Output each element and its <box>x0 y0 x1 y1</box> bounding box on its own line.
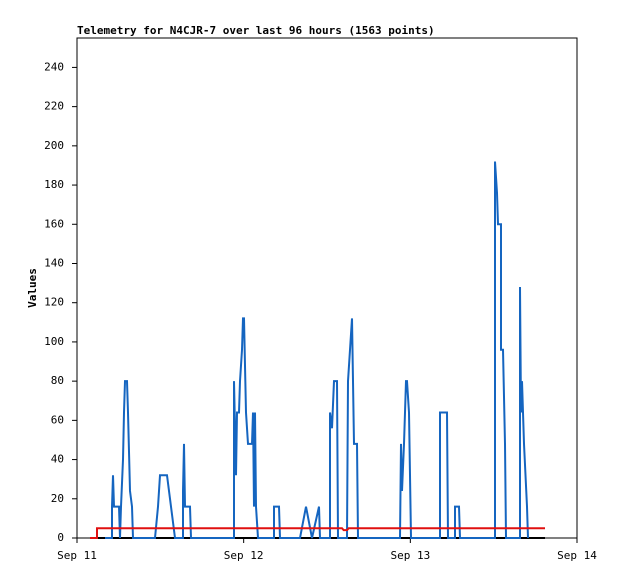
y-tick-label: 220 <box>44 100 64 113</box>
y-tick-label: 200 <box>44 139 64 152</box>
y-tick-label: 120 <box>44 296 64 309</box>
x-tick-label: Sep 11 <box>57 549 97 562</box>
y-tick-label: 60 <box>51 413 64 426</box>
y-tick-label: 160 <box>44 217 64 230</box>
y-tick-label: 140 <box>44 256 64 269</box>
series-line <box>90 527 545 539</box>
chart-title: Telemetry for N4CJR-7 over last 96 hours… <box>77 24 435 37</box>
y-tick-label: 180 <box>44 178 64 191</box>
y-tick-label: 0 <box>57 531 64 544</box>
y-tick-label: 80 <box>51 374 64 387</box>
series-line <box>105 161 529 539</box>
x-tick-label: Sep 12 <box>224 549 264 562</box>
y-tick-label: 40 <box>51 453 64 466</box>
y-axis-label: Values <box>26 268 39 308</box>
y-tick-label: 20 <box>51 492 64 505</box>
x-tick-label: Sep 14 <box>557 549 597 562</box>
y-tick-label: 240 <box>44 60 64 73</box>
x-tick-label: Sep 13 <box>390 549 430 562</box>
y-tick-label: 100 <box>44 335 64 348</box>
